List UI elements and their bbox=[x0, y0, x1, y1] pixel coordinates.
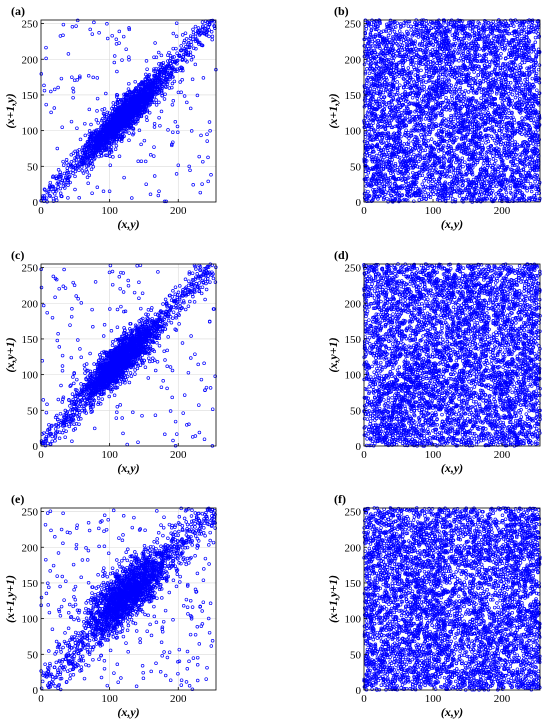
x-tick-label: 0 bbox=[38, 205, 44, 217]
panel-label: (a) bbox=[11, 4, 25, 18]
scatter-panel: 0 100 200050100150200250(x,y)(x+1,y)(b) bbox=[326, 4, 541, 231]
y-tick-label: 0 bbox=[33, 197, 39, 209]
x-tick-label: 100 bbox=[101, 205, 118, 217]
x-axis-label: (x,y) bbox=[117, 217, 139, 231]
y-axis-label: (x+1,y) bbox=[3, 93, 17, 128]
y-tick-label: 50 bbox=[27, 161, 39, 173]
y-tick-label: 250 bbox=[22, 19, 39, 31]
scatter-panel: 0 100 200 0 50 100 150 200 250 (x,y) (x+1,y) (a) bbox=[3, 4, 217, 231]
y-tick-label: 100 bbox=[22, 126, 39, 138]
y-tick-label: 200 bbox=[22, 54, 39, 66]
x-tick-label: 200 bbox=[170, 205, 187, 217]
y-tick-label: 150 bbox=[22, 90, 39, 102]
